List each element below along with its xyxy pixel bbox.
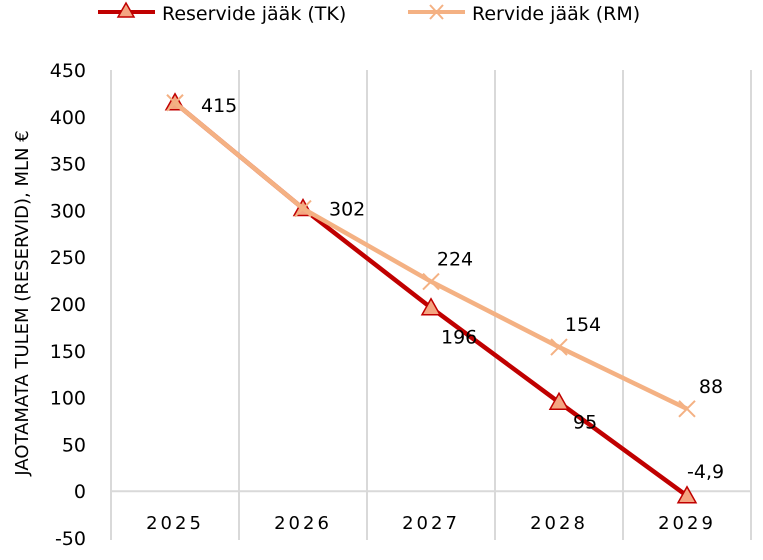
x-tick-label: 2028 — [530, 513, 588, 534]
data-label-rm: 88 — [699, 376, 723, 398]
data-label-tk: 95 — [573, 411, 597, 433]
data-label-tk: 302 — [329, 199, 365, 221]
x-tick-label: 2027 — [402, 513, 460, 534]
data-label-rm: 154 — [565, 314, 601, 336]
legend-label-tk: Reservide jääk (TK) — [162, 3, 346, 25]
data-point-rm — [678, 400, 696, 418]
legend-x-marker-icon — [429, 4, 444, 20]
data-label-rm: 224 — [437, 249, 473, 271]
series-line-rm — [173, 101, 688, 411]
data-point-rm — [422, 272, 440, 291]
legend: Reservide jääk (TK) Rervide jääk (RM) — [98, 1, 640, 25]
y-tick-label: 450 — [50, 60, 86, 82]
y-tick-label: 100 — [50, 388, 86, 410]
data-point-rm — [166, 94, 184, 112]
y-tick-label: 350 — [50, 154, 86, 176]
y-tick-label: 200 — [50, 294, 86, 316]
y-tick-label: 400 — [50, 107, 86, 129]
data-label-tk: -4,9 — [687, 461, 724, 483]
data-label-tk: 196 — [441, 327, 477, 349]
data-label-tk: 415 — [201, 95, 237, 117]
legend-label-rm: Rervide jääk (RM) — [472, 3, 640, 25]
x-tick-label: 2025 — [146, 513, 204, 534]
y-axis-title: JAOTAMATA TULEM (RESERVID), MLN € — [12, 130, 33, 476]
y-tick-label: 150 — [50, 341, 86, 363]
y-tick-label: 50 — [62, 434, 86, 456]
data-point-tk — [420, 297, 442, 316]
y-tick-label: 0 — [74, 481, 86, 503]
x-tick-label: 2026 — [274, 513, 332, 534]
data-point-tk — [548, 391, 570, 411]
y-tick-label: 300 — [50, 200, 86, 222]
y-tick-label: 250 — [50, 247, 86, 269]
y-tick-label: -50 — [55, 528, 86, 550]
data-point-rm — [550, 338, 568, 356]
data-point-tk — [676, 485, 698, 504]
legend-triangle-marker-icon — [116, 1, 136, 18]
x-tick-label: 2029 — [658, 513, 716, 534]
data-point-rm — [294, 199, 312, 218]
